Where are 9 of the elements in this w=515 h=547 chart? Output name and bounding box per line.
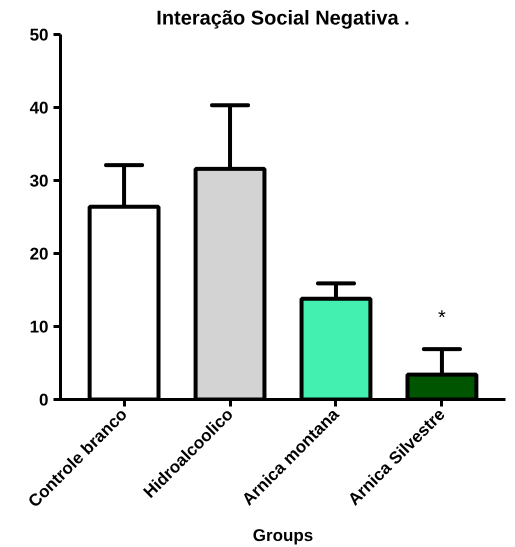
y-tick-label: 50: [30, 26, 49, 44]
chart-title: Interação Social Negativa .: [156, 8, 410, 30]
y-tick-label: 0: [39, 390, 49, 410]
annotation: *: [438, 307, 446, 330]
y-tick-label: 40: [30, 98, 49, 118]
y-tick-label: 30: [30, 172, 49, 190]
x-axis-title: Groups: [252, 526, 314, 545]
y-tick-label: 20: [30, 244, 49, 264]
y-tick-label: 10: [30, 318, 49, 336]
